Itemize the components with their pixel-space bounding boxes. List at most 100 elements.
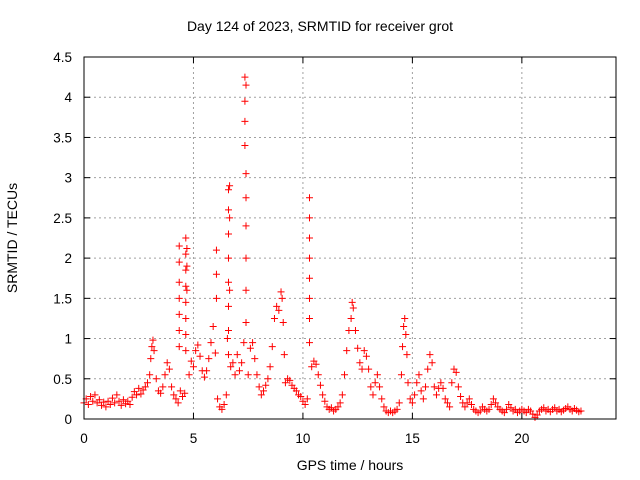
data-point [305,314,313,322]
data-point [242,170,250,178]
data-point [182,234,190,242]
data-point [362,352,370,360]
data-point [185,371,193,379]
data-point [224,302,232,310]
data-point [223,335,231,343]
data-point [463,399,471,407]
data-point [150,347,158,355]
data-point [503,405,511,413]
data-point [439,384,447,392]
data-point [224,230,232,238]
data-point [336,399,344,407]
data-point [175,258,183,266]
data-point [200,373,208,381]
data-point [319,391,327,399]
x-tick-label: 15 [405,431,420,446]
data-point [360,347,368,355]
data-point [183,262,191,270]
data-point [401,314,409,322]
data-point [175,242,183,250]
data-point [182,250,190,258]
data-point [424,365,432,373]
data-point [242,81,250,89]
data-point [452,368,460,376]
data-point [277,288,285,296]
y-tick-label: 2 [64,251,72,266]
data-point [297,392,305,400]
data-point [373,371,381,379]
data-point [400,322,408,330]
data-point [242,318,250,326]
data-point [242,286,250,294]
data-point [402,331,410,339]
data-point [220,401,228,409]
data-point [207,339,215,347]
data-point [264,375,272,383]
data-point [244,371,252,379]
data-point [262,381,270,389]
data-point [242,194,250,202]
data-point [222,391,230,399]
data-point [354,344,362,352]
data-point [240,339,248,347]
data-point [182,331,190,339]
data-point [461,403,469,411]
data-point [187,357,195,365]
data-point [226,214,234,222]
data-point [163,359,171,367]
data-point [147,355,155,363]
data-point [305,194,313,202]
data-point [487,401,495,409]
data-point [489,395,497,403]
data-point [266,363,274,371]
data-point [241,97,249,105]
data-point [275,306,283,314]
data-point [312,360,320,368]
data-point [165,365,173,373]
data-point [106,401,114,409]
data-point [345,327,353,335]
data-point [349,304,357,312]
y-tick-label: 2.5 [53,211,72,226]
data-point [203,367,211,375]
data-point [84,401,92,409]
data-point [176,387,184,395]
data-point [367,383,375,391]
data-point [152,375,160,383]
data-point [476,407,484,415]
data-point [161,371,169,379]
x-tick-label: 10 [295,431,310,446]
data-point [305,294,313,302]
data-point [270,314,278,322]
data-point [249,339,257,347]
data-point [111,399,119,407]
data-point [242,254,250,262]
data-point [175,294,183,302]
data-point [278,294,286,302]
data-point [314,371,322,379]
y-tick-label: 1.5 [53,291,72,306]
data-point [226,286,234,294]
data-point [224,206,232,214]
data-point [492,399,500,407]
data-point [393,405,401,413]
data-point [205,355,213,363]
data-point [175,310,183,318]
y-tick-label: 4 [64,90,72,105]
grid-lines [84,57,616,419]
data-point [218,405,226,413]
data-point [224,278,232,286]
data-point [100,398,108,406]
y-axis-label: SRMTID / TECUs [4,182,20,294]
data-point [182,266,190,274]
data-point [175,278,183,286]
data-point [338,391,346,399]
data-point [358,365,366,373]
data-point [182,282,190,290]
data-point [419,395,427,403]
data-point [212,246,220,254]
axis-ticks: 0 0.5 1 1.5 2 2.5 3 3.5 4 4.5 0 5 10 15 20 [53,50,616,446]
data-point [305,274,313,282]
data-point [183,286,191,294]
data-point [181,389,189,397]
